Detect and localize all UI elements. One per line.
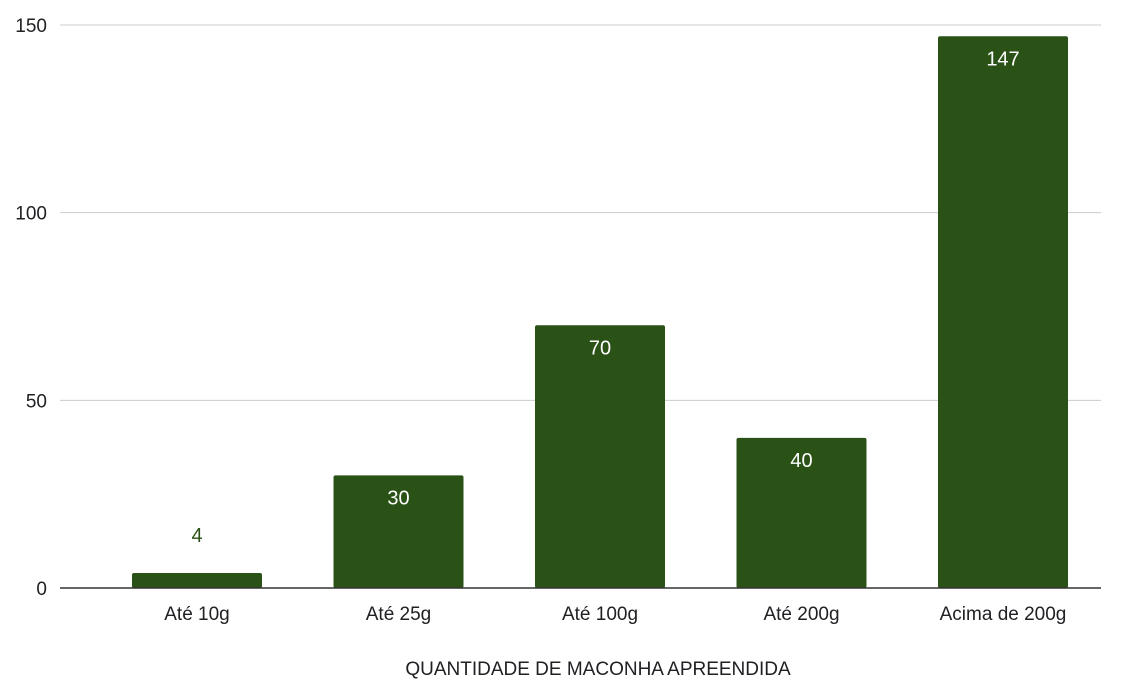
data-label: 147 xyxy=(986,48,1019,70)
y-tick-label: 0 xyxy=(36,579,47,600)
bar xyxy=(736,437,867,588)
bars xyxy=(132,36,1068,588)
x-tick-label: Até 10g xyxy=(164,604,230,625)
data-labels: 4 30 70 40 147 xyxy=(191,48,1019,547)
bar xyxy=(132,572,262,588)
x-tick-label: Até 200g xyxy=(763,604,839,625)
y-tick-label: 50 xyxy=(26,391,47,412)
x-tick-label: Até 25g xyxy=(366,604,432,625)
y-tick-label: 100 xyxy=(15,204,47,225)
y-axis-ticks: 0 50 100 150 xyxy=(15,16,47,600)
x-tick-label: Até 100g xyxy=(562,604,638,625)
bar xyxy=(333,475,464,588)
bar xyxy=(938,36,1068,588)
x-axis-title: QUANTIDADE DE MACONHA APREENDIDA xyxy=(405,659,791,680)
x-axis-ticks: Até 10g Até 25g Até 100g Até 200g Acima de 2… xyxy=(164,604,1066,625)
x-tick-label: Acima de 200g xyxy=(940,604,1067,625)
y-tick-label: 150 xyxy=(15,16,47,37)
data-label: 40 xyxy=(790,450,812,472)
bar xyxy=(535,325,665,588)
data-label: 30 xyxy=(387,487,409,509)
data-label: 70 xyxy=(589,337,611,359)
data-label: 4 xyxy=(191,525,202,547)
